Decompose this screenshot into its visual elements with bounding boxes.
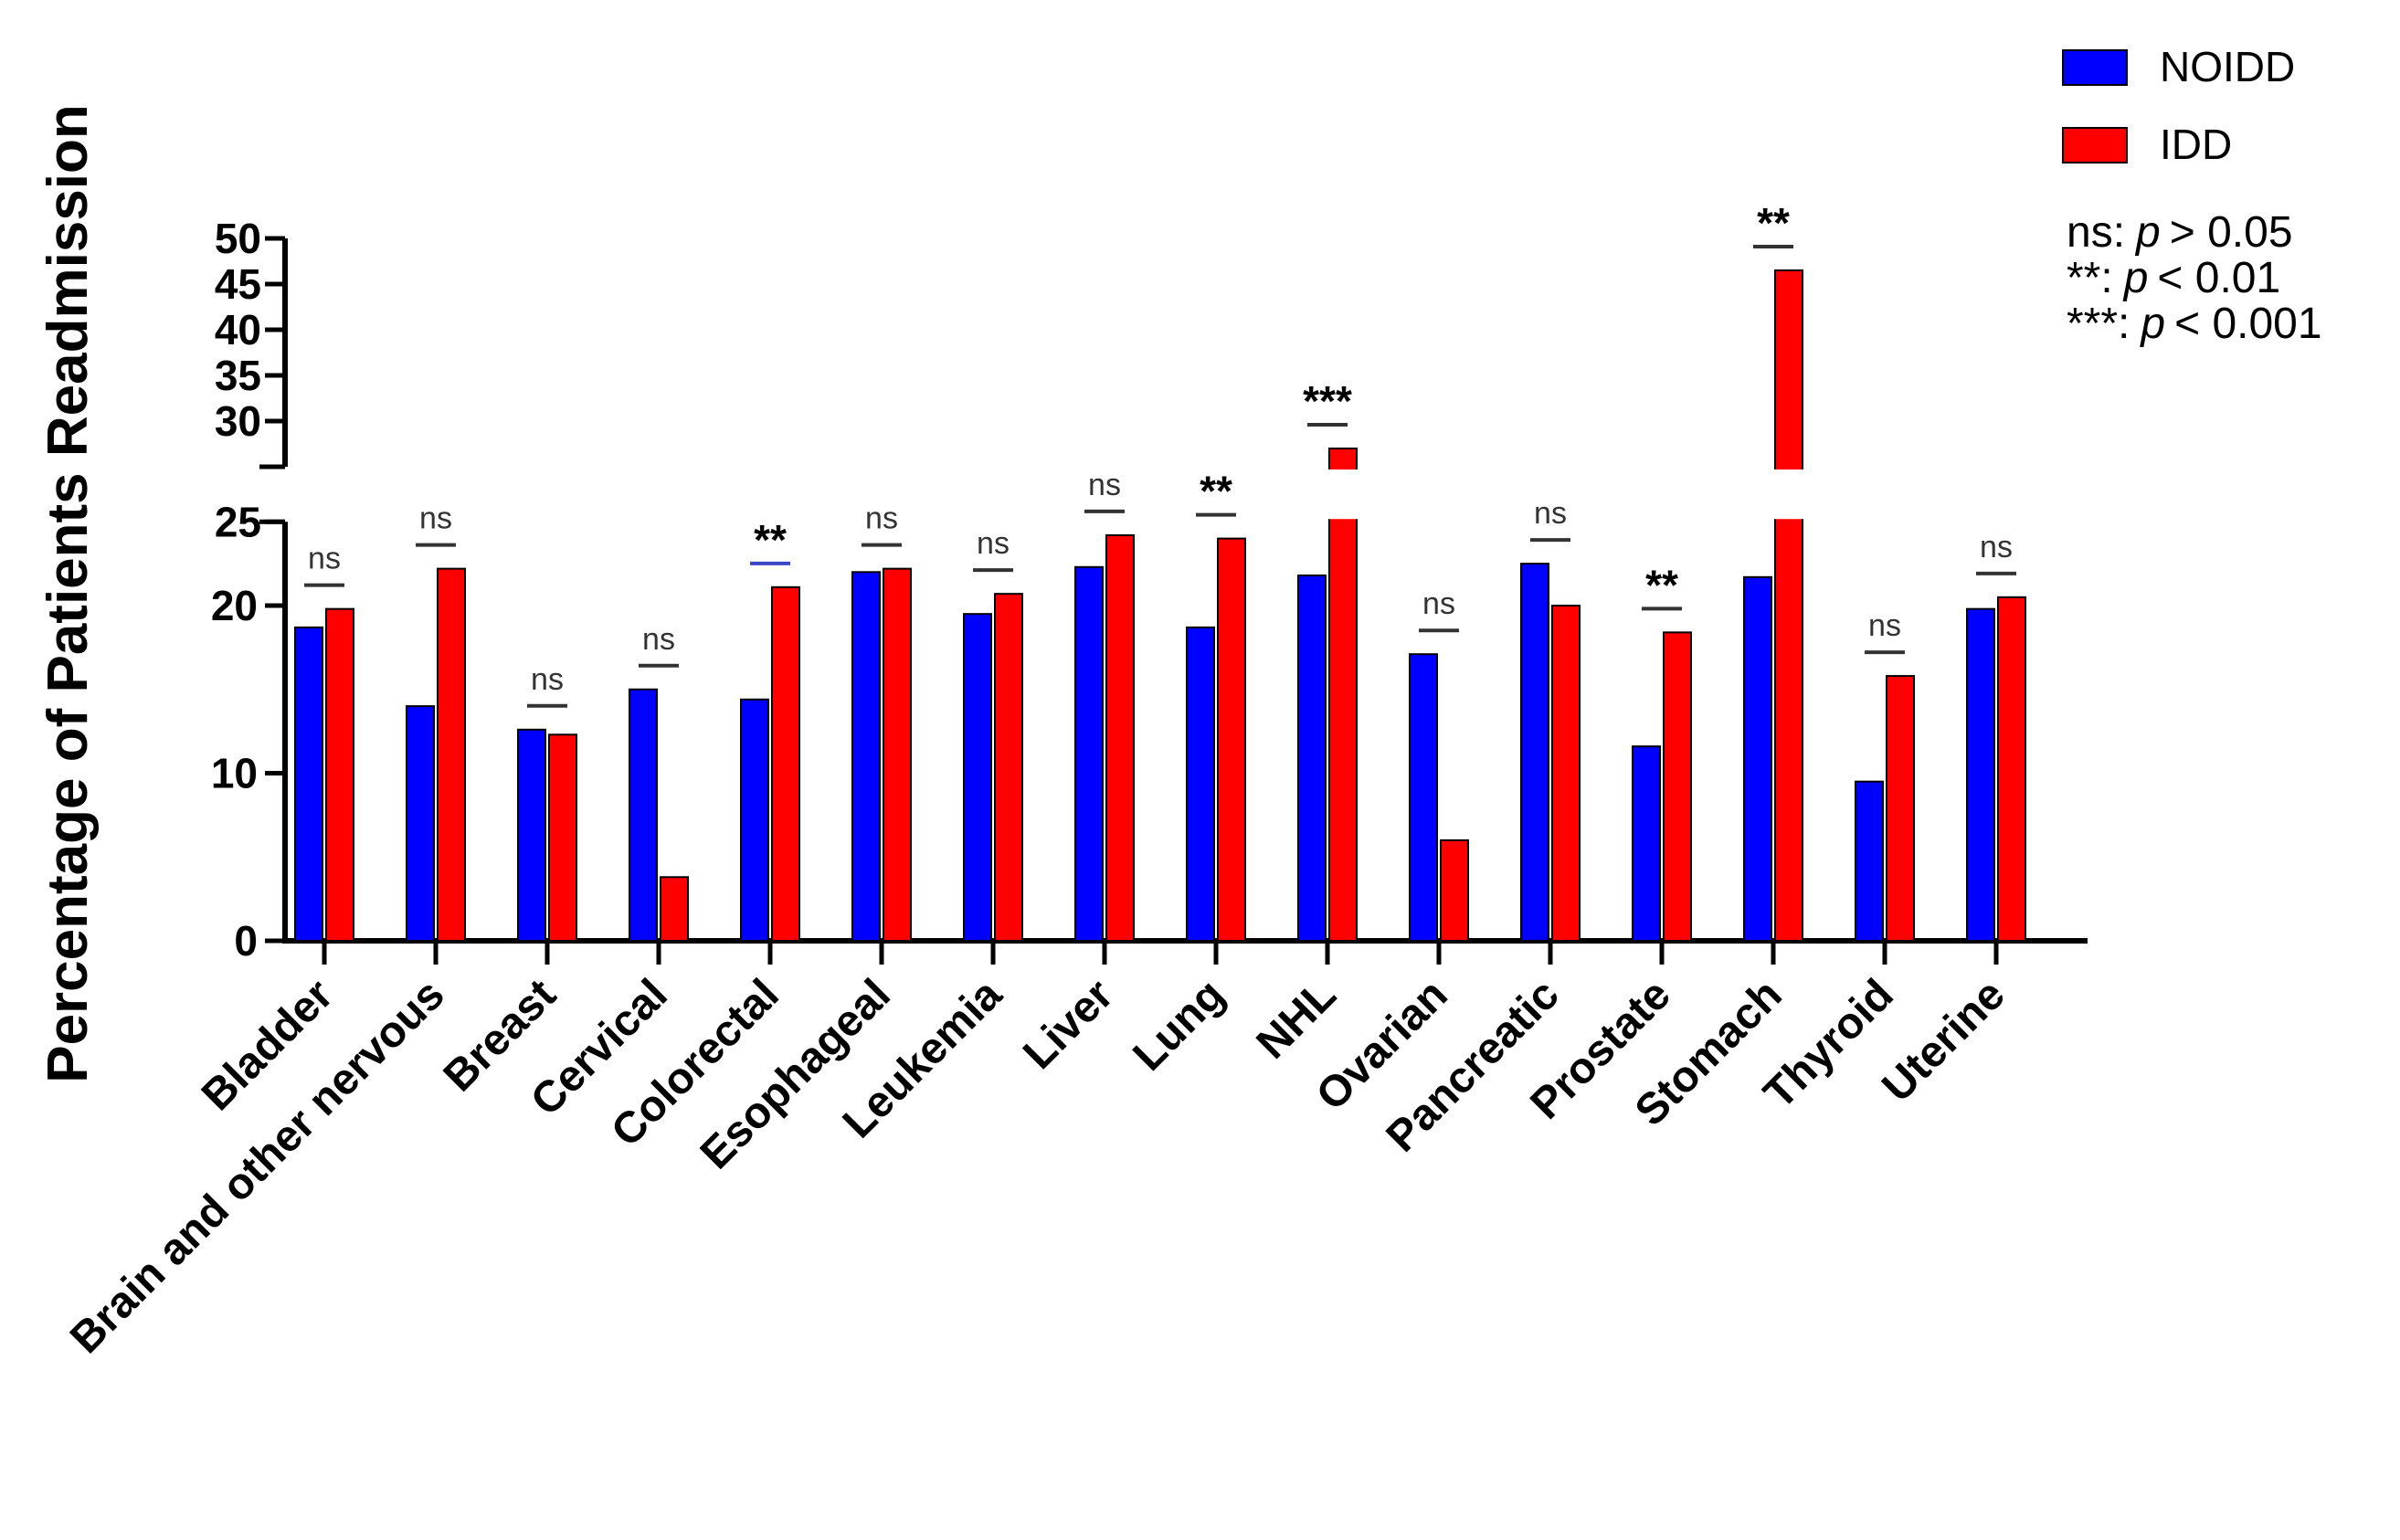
bar-idd-nhl [1328,448,1358,942]
significance-label: ** [1200,468,1232,515]
bar-noidd-leukemia [963,613,992,942]
significance-label: ns [977,526,1010,561]
y-tick-label: 0 [234,917,258,965]
bar-idd-cervical [660,876,689,943]
significance-label: ns [308,542,341,576]
key-symbol: ns: [2067,208,2125,257]
bar-noidd-lung [1186,626,1215,942]
key-p: p [2122,254,2149,302]
significance-label: *** [1303,377,1352,425]
bar-noidd-cervical [629,688,658,942]
bar-break-gap [1773,469,1804,520]
y-tick-label: 20 [211,582,258,629]
bar-idd-leukemia [994,593,1023,943]
bar-idd-stomach [1774,269,1803,942]
bar-noidd-uterine [1966,607,1995,942]
bar-idd-pancreatic [1551,605,1581,942]
category-label: Lung [1124,970,1233,1080]
legend-label: NOIDD [2160,43,2295,90]
y-tick-label: 35 [215,352,261,399]
legend: NOIDD IDD [2062,43,2295,168]
bar-idd-liver [1105,533,1135,942]
bar-noidd-nhl [1297,574,1327,942]
y-tick-label: 25 [215,498,261,545]
significance-label: ns [1868,608,1901,643]
significance-label: ** [1645,561,1678,608]
significance-label: ns [531,662,564,697]
category-label: NHL [1248,970,1346,1068]
key-threshold: < 0.01 [2157,254,2280,302]
significance-label: ns [865,501,898,536]
significance-key-row: ***: p < 0.001 [2067,300,2322,348]
bar-idd-brain-and-other-nervous [437,567,466,942]
bar-noidd-brain-and-other-nervous [406,705,435,942]
bar-noidd-thyroid [1855,780,1884,942]
bar-idd-prostate [1663,631,1692,942]
bar-noidd-prostate [1632,745,1661,943]
key-symbol: ***: [2067,300,2130,348]
legend-label: IDD [2160,121,2232,168]
significance-label: ns [1980,530,2013,564]
bar-noidd-colorectal [740,698,769,942]
bar-idd-lung [1217,537,1246,942]
y-tick-label: 50 [215,215,261,262]
y-tick-label: 40 [215,306,261,353]
y-tick-label: 45 [215,260,261,308]
key-p: p [2134,208,2161,257]
legend-swatch [2062,127,2128,163]
bar-idd-breast [548,733,577,942]
y-axis-label: Percentage of Patients Readmission [37,104,100,1083]
significance-key-row: **: p < 0.01 [2067,254,2280,302]
y-tick-label: 10 [211,750,258,797]
bar-idd-bladder [325,607,354,942]
category-label: Liver [1014,970,1123,1079]
y-tick-label: 30 [215,397,261,445]
bar-noidd-pancreatic [1520,563,1549,942]
bar-idd-uterine [1997,596,2026,942]
significance-label: ** [754,516,787,564]
bar-noidd-breast [517,728,546,942]
bar-noidd-liver [1074,565,1104,942]
significance-label: ns [1534,496,1567,531]
key-threshold: > 0.05 [2170,208,2293,257]
significance-label: ns [642,622,675,657]
bar-noidd-bladder [294,626,323,942]
significance-label: ns [1422,586,1455,621]
category-label: Uterine [1873,970,2014,1111]
key-symbol: **: [2067,254,2113,302]
significance-label: ns [419,501,452,536]
bar-idd-esophageal [883,567,912,942]
significance-key-row: ns: p > 0.05 [2067,208,2293,257]
bar-idd-colorectal [771,585,800,942]
bar-break-gap [1327,469,1359,520]
key-p: p [2139,300,2165,348]
key-threshold: < 0.001 [2174,300,2321,348]
significance-label: ns [1088,468,1121,502]
bar-idd-thyroid [1886,675,1915,942]
bar-noidd-ovarian [1409,653,1438,943]
bar-noidd-stomach [1743,575,1772,942]
bars [294,269,2026,943]
significance-key: ns: p > 0.05**: p < 0.01***: p < 0.001 [2067,208,2322,348]
bar-noidd-esophageal [851,571,881,942]
legend-swatch [2062,49,2128,86]
significance-label: ** [1757,199,1790,247]
bar-idd-ovarian [1440,839,1469,943]
